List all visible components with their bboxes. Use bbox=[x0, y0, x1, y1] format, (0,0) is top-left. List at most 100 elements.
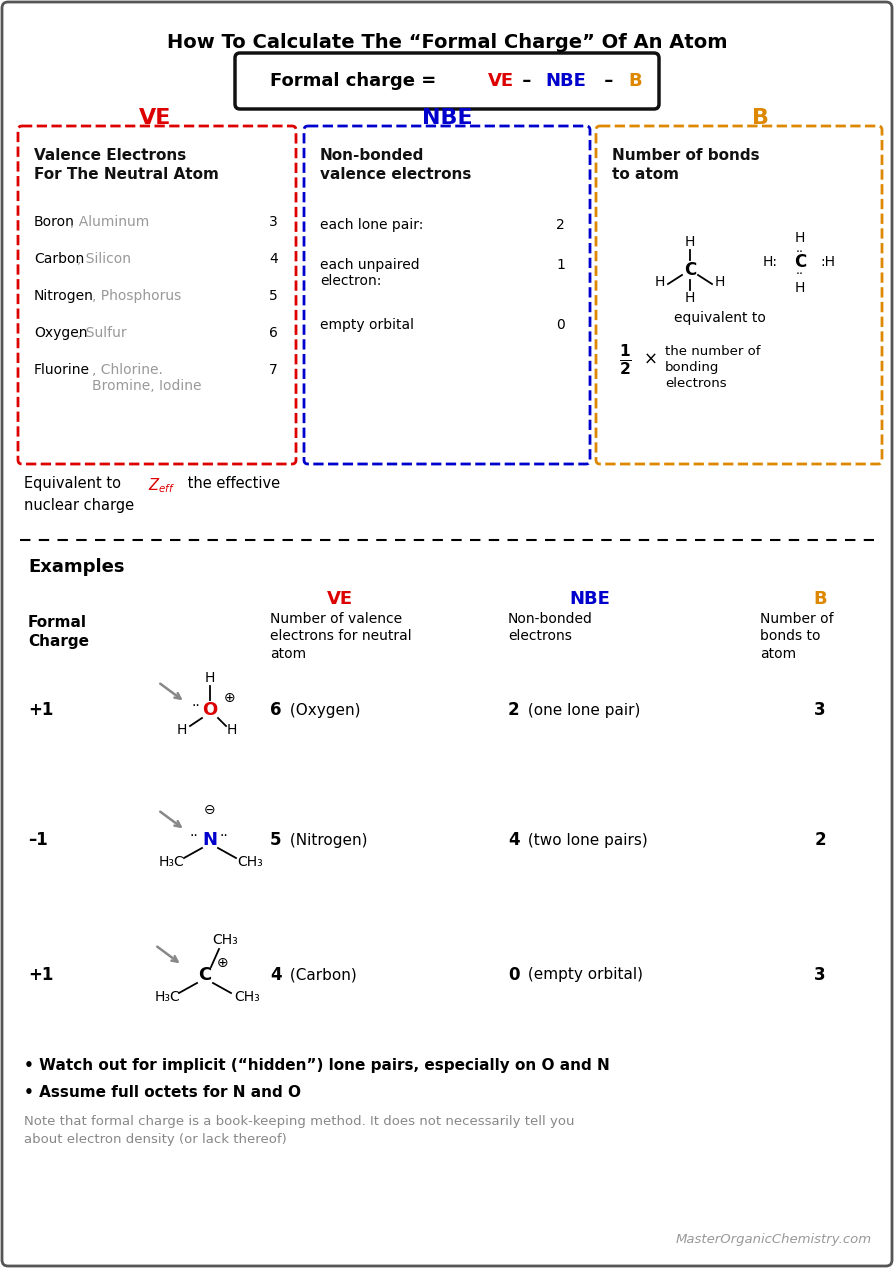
Text: ⋅⋅: ⋅⋅ bbox=[220, 829, 228, 843]
Text: (one lone pair): (one lone pair) bbox=[523, 702, 640, 718]
Text: (Nitrogen): (Nitrogen) bbox=[285, 833, 367, 847]
Text: • Watch out for implicit (“hidden”) lone pairs, especially on O and N: • Watch out for implicit (“hidden”) lone… bbox=[24, 1058, 610, 1073]
Text: VE: VE bbox=[327, 590, 353, 607]
Text: ×: × bbox=[644, 351, 658, 369]
Text: C: C bbox=[684, 261, 696, 279]
Text: H:: H: bbox=[763, 255, 778, 269]
Text: 5: 5 bbox=[270, 831, 282, 850]
Text: –1: –1 bbox=[28, 831, 47, 850]
Text: 1: 1 bbox=[556, 257, 565, 273]
Text: , Sulfur: , Sulfur bbox=[77, 326, 127, 340]
Text: VE: VE bbox=[488, 72, 514, 90]
Text: How To Calculate The “Formal Charge” Of An Atom: How To Calculate The “Formal Charge” Of … bbox=[167, 33, 727, 52]
Text: CH₃: CH₃ bbox=[237, 855, 263, 869]
Text: Oxygen: Oxygen bbox=[34, 326, 88, 340]
Text: C: C bbox=[794, 254, 806, 271]
Text: , Aluminum: , Aluminum bbox=[70, 216, 149, 230]
Text: Carbon: Carbon bbox=[34, 252, 84, 266]
Text: , Silicon: , Silicon bbox=[77, 252, 131, 266]
Text: 3: 3 bbox=[269, 216, 278, 230]
Text: (Oxygen): (Oxygen) bbox=[285, 702, 360, 718]
Text: ⋅⋅: ⋅⋅ bbox=[190, 829, 198, 843]
FancyBboxPatch shape bbox=[2, 3, 892, 1265]
Text: 2: 2 bbox=[556, 218, 565, 232]
FancyBboxPatch shape bbox=[18, 126, 296, 464]
Text: B: B bbox=[814, 590, 827, 607]
Text: • Assume full octets for N and O: • Assume full octets for N and O bbox=[24, 1085, 301, 1101]
Text: (empty orbital): (empty orbital) bbox=[523, 967, 643, 983]
Text: CH₃: CH₃ bbox=[212, 933, 238, 947]
Text: 7: 7 bbox=[269, 363, 278, 377]
Text: Valence Electrons
For The Neutral Atom: Valence Electrons For The Neutral Atom bbox=[34, 148, 219, 183]
Text: each lone pair:: each lone pair: bbox=[320, 218, 424, 232]
Text: Formal
Charge: Formal Charge bbox=[28, 615, 89, 649]
Text: –: – bbox=[516, 72, 537, 90]
Text: $Z_{eff}$: $Z_{eff}$ bbox=[148, 476, 175, 495]
Text: H: H bbox=[227, 723, 237, 737]
Text: Non-bonded
valence electrons: Non-bonded valence electrons bbox=[320, 148, 471, 183]
Text: Number of
bonds to
atom: Number of bonds to atom bbox=[760, 612, 833, 661]
Text: :H: :H bbox=[821, 255, 836, 269]
Text: C: C bbox=[198, 966, 212, 984]
Text: CH₃: CH₃ bbox=[234, 990, 260, 1004]
Text: VE: VE bbox=[139, 108, 171, 128]
Text: equivalent to: equivalent to bbox=[674, 311, 766, 325]
Text: 0: 0 bbox=[556, 318, 565, 332]
Text: 2: 2 bbox=[814, 831, 826, 850]
FancyBboxPatch shape bbox=[235, 53, 659, 109]
Text: H: H bbox=[205, 671, 215, 685]
Text: NBE: NBE bbox=[422, 108, 472, 128]
Text: Note that formal charge is a book-keeping method. It does not necessarily tell y: Note that formal charge is a book-keepin… bbox=[24, 1115, 575, 1146]
Text: 4: 4 bbox=[508, 831, 519, 850]
Text: empty orbital: empty orbital bbox=[320, 318, 414, 332]
Text: B: B bbox=[628, 72, 642, 90]
FancyBboxPatch shape bbox=[304, 126, 590, 464]
Text: Nitrogen: Nitrogen bbox=[34, 289, 94, 303]
Text: H: H bbox=[177, 723, 187, 737]
Text: (two lone pairs): (two lone pairs) bbox=[523, 833, 648, 847]
Text: ⊖: ⊖ bbox=[204, 803, 215, 817]
Text: the number of
bonding
electrons: the number of bonding electrons bbox=[665, 345, 761, 391]
Text: Number of valence
electrons for neutral
atom: Number of valence electrons for neutral … bbox=[270, 612, 411, 661]
Text: NBE: NBE bbox=[569, 590, 611, 607]
Text: $\mathbf{\frac{1}{2}}$: $\mathbf{\frac{1}{2}}$ bbox=[619, 342, 631, 378]
Text: NBE: NBE bbox=[545, 72, 586, 90]
Text: Examples: Examples bbox=[28, 558, 124, 576]
Text: 4: 4 bbox=[270, 966, 282, 984]
Text: 2: 2 bbox=[508, 701, 519, 719]
Text: Fluorine: Fluorine bbox=[34, 363, 90, 377]
Text: Number of bonds
to atom: Number of bonds to atom bbox=[612, 148, 760, 183]
Text: MasterOrganicChemistry.com: MasterOrganicChemistry.com bbox=[676, 1232, 872, 1246]
FancyBboxPatch shape bbox=[596, 126, 882, 464]
Text: H: H bbox=[715, 275, 725, 289]
Text: the effective: the effective bbox=[183, 476, 280, 491]
Text: ⊕: ⊕ bbox=[217, 956, 229, 970]
Text: , Chlorine.
Bromine, Iodine: , Chlorine. Bromine, Iodine bbox=[91, 363, 201, 393]
Text: 0: 0 bbox=[508, 966, 519, 984]
Text: 3: 3 bbox=[814, 701, 826, 719]
Text: –: – bbox=[598, 72, 620, 90]
Text: H: H bbox=[685, 290, 696, 306]
Text: 3: 3 bbox=[814, 966, 826, 984]
Text: ⋅⋅: ⋅⋅ bbox=[191, 699, 200, 713]
Text: ⋅⋅: ⋅⋅ bbox=[796, 246, 804, 259]
Text: N: N bbox=[203, 831, 217, 850]
Text: +1: +1 bbox=[28, 701, 54, 719]
Text: Boron: Boron bbox=[34, 216, 75, 230]
Text: B: B bbox=[752, 108, 769, 128]
Text: O: O bbox=[202, 701, 217, 719]
Text: 5: 5 bbox=[269, 289, 278, 303]
Text: 4: 4 bbox=[269, 252, 278, 266]
Text: ⊕: ⊕ bbox=[224, 691, 236, 705]
Text: ⋅⋅: ⋅⋅ bbox=[796, 268, 804, 280]
Text: 6: 6 bbox=[269, 326, 278, 340]
Text: H: H bbox=[685, 235, 696, 249]
Text: (Carbon): (Carbon) bbox=[285, 967, 357, 983]
Text: H: H bbox=[654, 275, 665, 289]
Text: H: H bbox=[795, 281, 805, 295]
Text: , Phosphorus: , Phosphorus bbox=[91, 289, 181, 303]
Text: H₃C: H₃C bbox=[159, 855, 185, 869]
Text: each unpaired
electron:: each unpaired electron: bbox=[320, 257, 419, 288]
Text: Non-bonded
electrons: Non-bonded electrons bbox=[508, 612, 593, 643]
Text: H: H bbox=[795, 231, 805, 245]
